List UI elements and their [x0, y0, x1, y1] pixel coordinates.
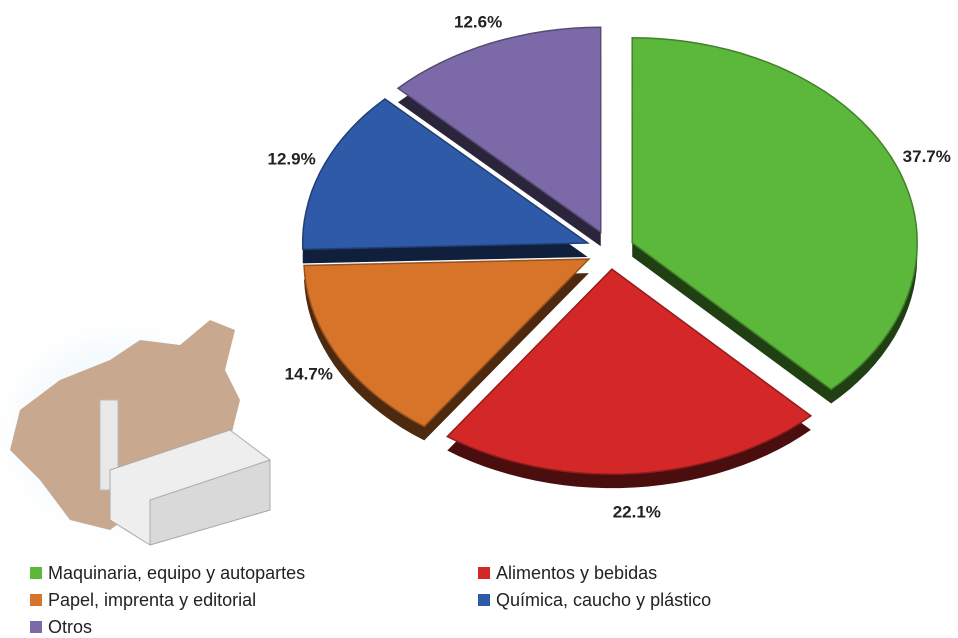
legend-label: Maquinaria, equipo y autopartes	[48, 563, 305, 583]
slice	[301, 97, 590, 251]
legend-label: Papel, imprenta y editorial	[48, 590, 256, 610]
slice	[631, 37, 918, 391]
legend-swatch	[478, 567, 490, 579]
slice	[446, 268, 813, 475]
pie: 37.7% 22.1% 14.7% 12.9% 12.6%	[268, 13, 951, 522]
value-label: 22.1%	[613, 503, 661, 522]
value-label: 12.6%	[454, 13, 502, 32]
legend-swatch	[30, 567, 42, 579]
legend-swatch	[30, 621, 42, 633]
legend-label: Otros	[48, 617, 92, 637]
slice	[303, 258, 591, 428]
value-label: 14.7%	[285, 364, 333, 383]
value-label: 37.7%	[903, 147, 951, 166]
legend-label: Alimentos y bebidas	[496, 563, 657, 583]
illustration	[0, 320, 271, 546]
slice	[396, 26, 602, 234]
value-label: 12.9%	[268, 150, 316, 169]
legend: Maquinaria, equipo y autopartes Alimentos…	[30, 563, 711, 637]
legend-label: Química, caucho y plástico	[496, 590, 711, 610]
legend-swatch	[478, 594, 490, 606]
legend-swatch	[30, 594, 42, 606]
